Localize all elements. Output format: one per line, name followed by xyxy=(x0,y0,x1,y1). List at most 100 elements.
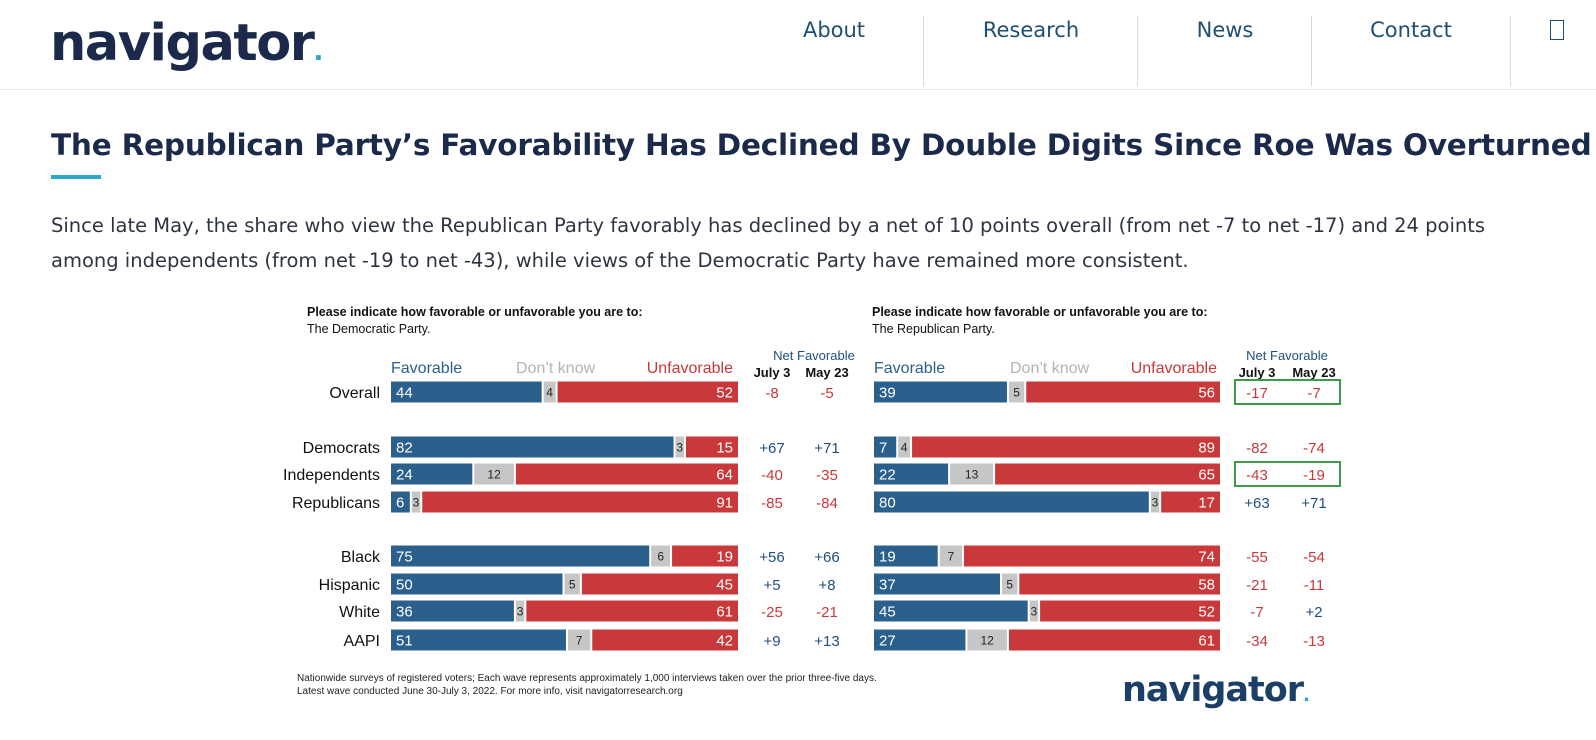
bar-label-dont-know: 3 xyxy=(676,441,683,455)
bar-label-dont-know: 3 xyxy=(413,496,420,510)
bar-label-dont-know: 3 xyxy=(1152,496,1159,510)
category-label: Black xyxy=(341,549,381,566)
bar-label-unfavorable: 74 xyxy=(1198,549,1215,566)
bar-favorable xyxy=(391,463,473,485)
bar-label-unfavorable: 89 xyxy=(1198,440,1215,457)
bar-label-favorable: 50 xyxy=(396,577,413,594)
net-value: +2 xyxy=(1305,604,1322,621)
net-favorable-header: Net Favorable xyxy=(773,348,855,363)
category-label: Overall xyxy=(329,385,380,402)
bar-label-favorable: 44 xyxy=(396,385,413,402)
bar-label-unfavorable: 42 xyxy=(716,633,733,650)
bar-unfavorable xyxy=(515,463,738,485)
bar-label-favorable: 36 xyxy=(396,604,413,621)
bar-label-unfavorable: 52 xyxy=(716,385,733,402)
bar-dont-know xyxy=(939,545,962,567)
bar-favorable xyxy=(391,600,514,622)
net-value: -17 xyxy=(1246,385,1268,402)
nav-item-about[interactable]: About xyxy=(802,18,866,42)
bar-label-dont-know: 12 xyxy=(487,468,501,482)
category-label: Republicans xyxy=(292,495,380,512)
article-title: The Republican Party’s Favorability Has … xyxy=(51,128,1592,162)
bar-label-dont-know: 6 xyxy=(657,550,664,564)
net-value: -5 xyxy=(820,385,833,402)
bar-dont-know xyxy=(543,381,556,403)
nav-divider xyxy=(1137,16,1138,86)
bar-unfavorable xyxy=(1161,491,1220,513)
bar-label-dont-know: 13 xyxy=(965,468,979,482)
bar-favorable xyxy=(391,381,542,403)
bar-dont-know xyxy=(515,600,525,622)
net-value: -13 xyxy=(1303,633,1325,650)
bar-unfavorable xyxy=(557,381,738,403)
bar-label-favorable: 7 xyxy=(879,440,887,457)
bar-label-dont-know: 12 xyxy=(981,634,995,648)
category-label: White xyxy=(339,604,380,621)
bar-favorable xyxy=(391,545,650,567)
bar-favorable xyxy=(874,436,897,458)
category-label: Democrats xyxy=(303,440,380,457)
bar-unfavorable xyxy=(912,436,1220,458)
nav-item-contact[interactable]: Contact xyxy=(1370,18,1452,42)
site-header: navigator. About Research News Contact xyxy=(0,0,1596,90)
bar-label-dont-know: 5 xyxy=(1006,578,1013,592)
bar-label-unfavorable: 91 xyxy=(716,495,733,512)
net-value: +56 xyxy=(759,549,784,566)
net-favorable-header: Net Favorable xyxy=(1246,348,1328,363)
bar-dont-know xyxy=(564,573,580,595)
bar-favorable xyxy=(874,491,1149,513)
bar-dont-know xyxy=(950,463,994,485)
net-value: -54 xyxy=(1303,549,1325,566)
net-column-header: July 3 xyxy=(1239,365,1276,380)
net-value: -7 xyxy=(1250,604,1263,621)
bar-dont-know xyxy=(567,629,591,651)
site-logo[interactable]: navigator. xyxy=(50,14,324,73)
bar-label-unfavorable: 15 xyxy=(716,440,733,457)
bar-dont-know xyxy=(967,629,1007,651)
nav-item-research[interactable]: Research xyxy=(982,18,1080,42)
net-column-header: May 23 xyxy=(1292,365,1335,380)
article-intro: Since late May, the share who view the R… xyxy=(51,214,1486,272)
net-value: +71 xyxy=(814,440,839,457)
net-value: +66 xyxy=(814,549,839,566)
chart-question: Please indicate how favorable or unfavor… xyxy=(872,305,1208,319)
net-value: -82 xyxy=(1246,440,1268,457)
net-value: -21 xyxy=(1246,577,1268,594)
nav-divider xyxy=(1311,16,1312,86)
category-label: AAPI xyxy=(344,633,380,650)
bar-unfavorable xyxy=(422,491,738,513)
bar-favorable xyxy=(874,629,966,651)
bar-dont-know xyxy=(898,436,911,458)
title-underline xyxy=(51,175,101,179)
net-value: -25 xyxy=(761,604,783,621)
chart-logo: navigator. xyxy=(1122,670,1310,710)
bar-label-dont-know: 7 xyxy=(576,634,583,648)
net-value: -7 xyxy=(1307,385,1320,402)
bar-favorable xyxy=(874,545,938,567)
bar-unfavorable xyxy=(685,436,738,458)
net-value: -35 xyxy=(816,467,838,484)
bar-favorable xyxy=(391,491,410,513)
bar-label-dont-know: 5 xyxy=(569,578,576,592)
bar-unfavorable xyxy=(672,545,738,567)
bar-favorable xyxy=(874,600,1028,622)
bar-favorable xyxy=(391,629,566,651)
bar-label-unfavorable: 56 xyxy=(1198,385,1215,402)
nav-item-news[interactable]: News xyxy=(1196,18,1254,42)
bar-label-dont-know: 5 xyxy=(1013,386,1020,400)
bar-unfavorable xyxy=(963,545,1220,567)
bar-dont-know xyxy=(1002,573,1018,595)
bar-label-favorable: 19 xyxy=(879,549,896,566)
footnote-line: Nationwide surveys of registered voters;… xyxy=(297,673,877,684)
net-value: +63 xyxy=(1244,495,1269,512)
menu-extra-icon[interactable] xyxy=(1550,20,1564,40)
favorability-chart: Please indicate how favorable or unfavor… xyxy=(283,305,1341,651)
bar-label-dont-know: 3 xyxy=(517,605,524,619)
highlight-box xyxy=(1234,461,1341,487)
net-value: +13 xyxy=(814,633,839,650)
bar-unfavorable xyxy=(1026,381,1220,403)
bar-unfavorable xyxy=(1019,573,1220,595)
chart-question: Please indicate how favorable or unfavor… xyxy=(307,305,643,319)
legend-dont-know: Don’t know xyxy=(516,360,596,377)
bar-unfavorable xyxy=(592,629,738,651)
